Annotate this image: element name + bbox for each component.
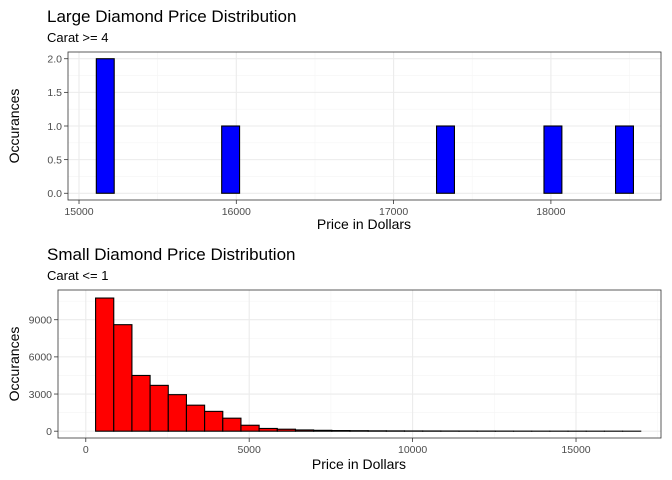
x-tick-label: 15000 [64, 206, 93, 218]
chart-title: Large Diamond Price Distribution [47, 7, 296, 26]
x-tick-label: 15000 [561, 444, 590, 456]
histogram-bar [113, 324, 133, 432]
histogram-bar [131, 374, 151, 432]
bar-series [95, 297, 642, 432]
chart-title: Small Diamond Price Distribution [47, 245, 295, 264]
histogram-bar [95, 297, 115, 432]
chart-subtitle: Carat <= 1 [47, 268, 108, 283]
histogram-bar [185, 404, 206, 432]
y-tick-label: 3000 [29, 389, 53, 401]
x-tick-label: 10000 [398, 444, 427, 456]
large-diamond-chart: Large Diamond Price Distribution Carat >… [6, 7, 662, 232]
chart-subtitle: Carat >= 4 [47, 30, 108, 45]
x-tick-label: 16000 [222, 206, 251, 218]
y-tick-label: 1.5 [47, 87, 62, 99]
y-axis-title: Occurances [6, 89, 22, 164]
y-tick-label: 0.5 [47, 154, 62, 166]
histogram-bar [258, 427, 278, 432]
y-tick-label: 9000 [29, 315, 53, 327]
plot-panel-border [57, 289, 662, 439]
histogram-bar [221, 125, 241, 194]
y-tick-label: 0.0 [47, 188, 62, 200]
histogram-bar [204, 410, 224, 432]
histogram-bar [167, 394, 187, 432]
histogram-bar [543, 125, 563, 194]
histogram-bar [614, 125, 634, 194]
x-tick-label: 0 [83, 444, 89, 456]
histogram-bar [149, 384, 169, 432]
x-tick-label: 17000 [379, 206, 408, 218]
x-axis-title: Price in Dollars [312, 456, 406, 472]
bar-series [95, 58, 634, 194]
x-tick-label: 18000 [536, 206, 565, 218]
y-tick-label: 1.0 [47, 121, 62, 133]
x-tick-label: 5000 [238, 444, 262, 456]
y-tick-label: 0 [46, 426, 52, 438]
histogram-bar [313, 429, 333, 432]
histogram-bar [294, 429, 315, 432]
histogram-bar [95, 58, 115, 194]
histogram-bar [240, 424, 260, 432]
histogram-bar [331, 430, 351, 432]
x-axis: 0 5000 10000 15000 [83, 438, 591, 456]
x-axis: 15000 16000 17000 18000 [64, 200, 566, 218]
y-axis-title: Occurances [6, 327, 22, 402]
y-tick-label: 2.0 [47, 54, 62, 66]
y-axis: 0.0 0.5 1.0 1.5 2.0 [47, 54, 68, 200]
y-tick-label: 6000 [29, 352, 53, 364]
x-axis-title: Price in Dollars [317, 216, 411, 232]
small-diamond-chart: Small Diamond Price Distribution Carat <… [6, 245, 662, 472]
histogram-bar [276, 428, 297, 432]
y-axis: 0 3000 6000 9000 [29, 315, 58, 438]
histogram-bar [435, 125, 455, 194]
histogram-bar [222, 417, 242, 432]
grid-lines [68, 52, 661, 200]
